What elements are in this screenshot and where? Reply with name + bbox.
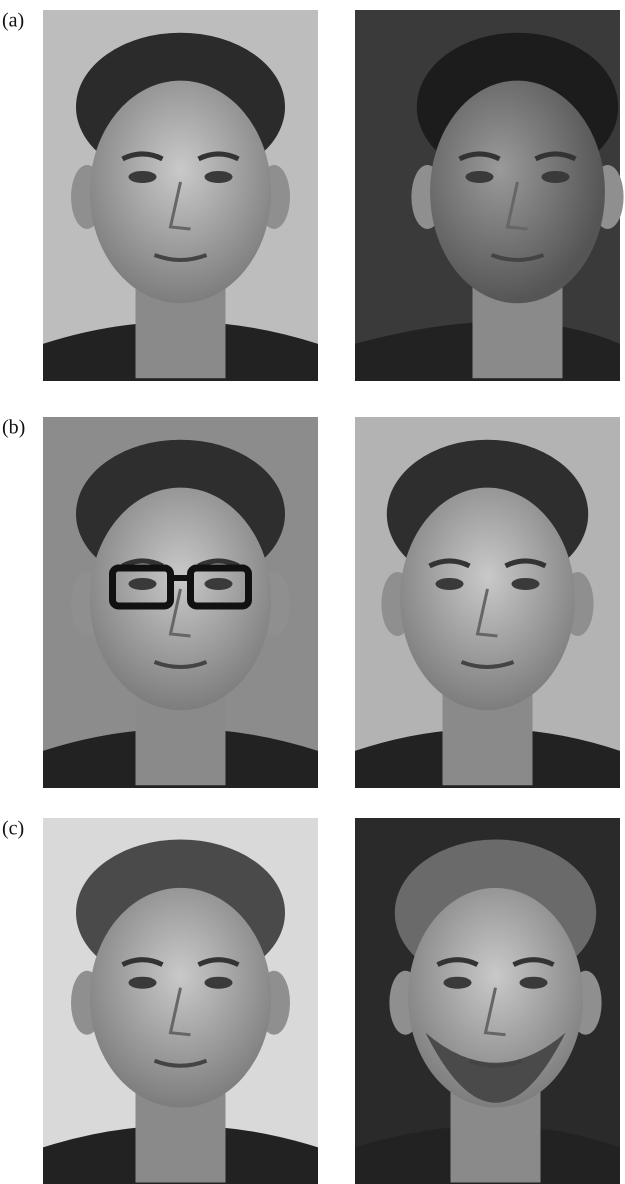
nose (168, 987, 191, 1037)
mouth (468, 1058, 523, 1068)
nose (168, 588, 191, 638)
eye (128, 577, 157, 590)
face (430, 80, 605, 304)
brow (436, 957, 479, 967)
brow (121, 957, 164, 967)
face (400, 487, 575, 711)
nose (505, 181, 528, 231)
eye (204, 577, 233, 590)
eye (519, 976, 548, 989)
mouth (153, 1058, 208, 1068)
panel-label: (c) (2, 818, 24, 840)
mouth (490, 253, 545, 262)
nose (483, 987, 506, 1037)
panel-label: (a) (2, 10, 24, 32)
eye (443, 976, 472, 989)
brow (121, 151, 164, 162)
brow (197, 151, 240, 162)
eye (465, 170, 494, 183)
eye (511, 577, 540, 590)
mouth (153, 660, 208, 669)
nose (168, 181, 191, 231)
brow (428, 558, 471, 569)
face (89, 487, 272, 711)
eye (435, 577, 464, 590)
brow (504, 558, 547, 569)
brow (534, 151, 577, 162)
glasses (187, 564, 252, 610)
nose (475, 588, 498, 638)
brow (458, 151, 501, 162)
mouth (460, 660, 515, 669)
mouth (153, 253, 208, 262)
glasses (109, 564, 174, 610)
eye (128, 976, 157, 989)
eye (541, 170, 570, 183)
eye (204, 976, 233, 989)
face (89, 887, 272, 1108)
face (89, 80, 272, 304)
brow (512, 957, 555, 967)
eye (128, 170, 157, 183)
eye (204, 170, 233, 183)
brow (197, 957, 240, 967)
panel-label: (b) (2, 417, 25, 439)
